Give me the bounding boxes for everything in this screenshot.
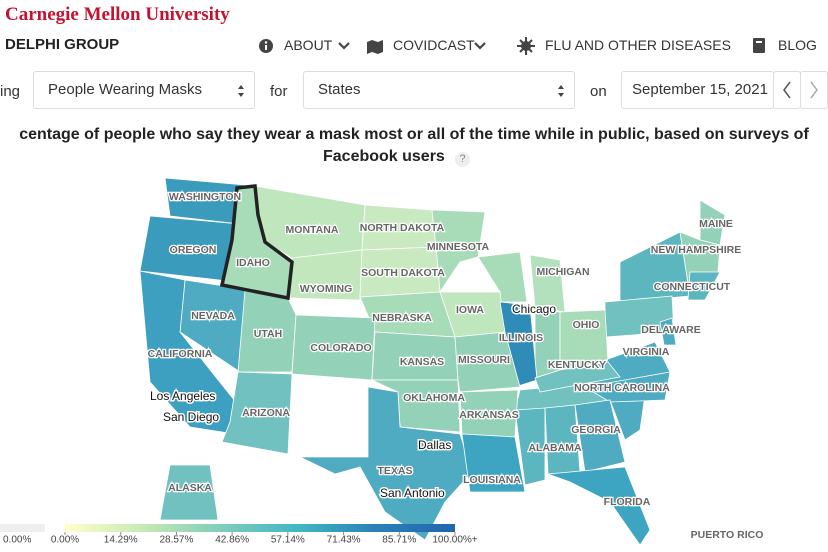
state-shape: [477, 251, 528, 303]
state-shape: [461, 433, 526, 493]
state-shape: [221, 371, 293, 455]
nav-about[interactable]: ABOUT: [284, 37, 333, 53]
legend-tick-label: 0.00%: [51, 535, 79, 546]
nav-blog[interactable]: BLOG: [778, 37, 817, 53]
nav-flu[interactable]: FLU AND OTHER DISEASES: [545, 37, 731, 53]
chevron: [474, 42, 486, 50]
state-label: IDAHO: [236, 257, 270, 269]
state-label: MAINE: [699, 218, 733, 230]
state-label: COLORADO: [310, 342, 371, 354]
chevron: [338, 42, 350, 50]
state-label: ALASKA: [168, 482, 212, 494]
state-label: NORTH CAROLINA: [574, 382, 670, 394]
state-label: WYOMING: [300, 283, 353, 295]
nav-covidcast[interactable]: COVIDCAST: [393, 37, 475, 53]
city-label: Chicago: [512, 302, 556, 316]
state-label: MINNESOTA: [427, 241, 490, 253]
state-shape: [454, 331, 521, 393]
about-icon: [259, 39, 273, 53]
select-arrows: [558, 85, 564, 97]
label: ing: [0, 83, 21, 100]
legend-bar: [65, 524, 455, 532]
state-label: MICHIGAN: [536, 266, 589, 278]
state-shape: [583, 371, 671, 403]
state-label: GEORGIA: [571, 424, 621, 436]
legend-tick-label: 42.86%: [215, 535, 249, 546]
city-label: Dallas: [418, 438, 451, 452]
state-shape: [534, 361, 621, 393]
state-shape: [547, 466, 651, 546]
state-label: PUERTO RICO: [691, 529, 764, 541]
legend-tick-label: 85.71%: [382, 535, 416, 546]
state-shape: [544, 404, 581, 475]
state-shape: [499, 301, 538, 388]
virus-icon: [517, 37, 535, 55]
brand[interactable]: Carnegie Mellon University: [5, 4, 230, 25]
state-label: NEBRASKA: [372, 312, 432, 324]
map-icon: [367, 40, 383, 54]
legend-tick-label: 100.00%+: [432, 535, 477, 546]
map-title: Facebook users: [323, 148, 445, 165]
state-shape: [299, 386, 473, 541]
legend-tick-label: 57.14%: [271, 535, 305, 546]
legend-missing: [0, 524, 45, 532]
state-label: MISSOURI: [458, 354, 510, 366]
state-label: ARKANSAS: [459, 409, 519, 421]
state-label: SOUTH DAKOTA: [361, 267, 445, 279]
state-label: NEVADA: [191, 310, 235, 322]
state-label: OKLAHOMA: [403, 392, 465, 404]
region-select[interactable]: States: [303, 71, 575, 109]
state-label: CONNECTICUT: [654, 281, 731, 293]
group[interactable]: DELPHI GROUP: [5, 36, 120, 53]
help[interactable]: ?: [455, 152, 470, 167]
state-shape: [659, 317, 677, 346]
state-label: CALIFORNIA: [148, 348, 213, 360]
state-label: FLORIDA: [604, 496, 651, 508]
state-label: LOUISIANA: [463, 474, 521, 486]
state-label: DELAWARE: [641, 324, 701, 336]
state-shape: [159, 464, 219, 521]
state-shape: [371, 379, 461, 433]
city-label: San Diego: [163, 410, 219, 424]
state-label: MONTANA: [286, 224, 339, 236]
select-arrows: [238, 85, 244, 97]
state-label: UTAH: [254, 328, 282, 340]
state-shape: [514, 407, 546, 486]
state-label: ARIZONA: [242, 407, 290, 419]
state-shape: [574, 399, 626, 473]
label: on: [590, 83, 607, 100]
state-label: TEXAS: [377, 465, 412, 477]
state-label: NEW HAMPSHIRE: [651, 244, 741, 256]
state-label: WASHINGTON: [169, 191, 241, 203]
legend-missing-label: 0.00%: [3, 535, 31, 546]
state-label: NORTH DAKOTA: [360, 222, 445, 234]
map-title: centage of people who say they wear a ma…: [19, 126, 809, 143]
legend-tick-label: 28.57%: [159, 535, 193, 546]
legend-tick-label: 14.29%: [104, 535, 138, 546]
state-label: ILLINOIS: [499, 332, 543, 344]
legend-tick-label: 71.43%: [327, 535, 361, 546]
state-label: KANSAS: [400, 356, 444, 368]
highlight-outline: [219, 184, 294, 301]
state-label: ALABAMA: [528, 442, 581, 454]
city-label: San Antonio: [380, 486, 445, 500]
label: for: [270, 83, 288, 100]
state-label: OREGON: [170, 244, 217, 256]
state-shape: [687, 271, 721, 301]
signal-select[interactable]: People Wearing Masks: [33, 71, 255, 109]
state-label: OHIO: [573, 319, 600, 331]
state-label: KENTUCKY: [548, 359, 606, 371]
city-label: Los Angeles: [150, 389, 215, 403]
state-label: VIRGINIA: [623, 346, 670, 358]
book-icon: [753, 38, 765, 53]
state-label: IOWA: [456, 304, 484, 316]
